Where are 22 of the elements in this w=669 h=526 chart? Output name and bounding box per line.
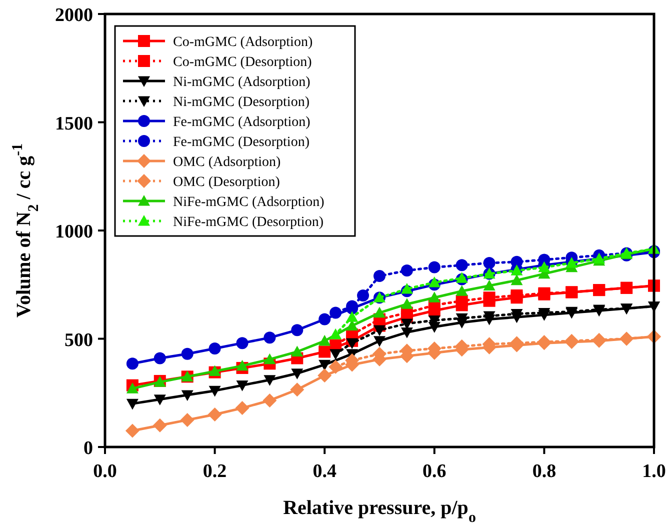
x-tick-label: 0.6 xyxy=(422,461,446,482)
y-tick-label: 1500 xyxy=(55,113,93,134)
x-tick-label: 0.2 xyxy=(202,461,227,482)
legend-label: Co-mGMC (Adsorption) xyxy=(173,35,313,50)
legend-label: Ni-mGMC (Desorption) xyxy=(173,95,310,110)
legend-label: Fe-mGMC (Adsorption) xyxy=(173,115,311,130)
legend-label: OMC (Adsorption) xyxy=(173,155,282,170)
legend-label: NiFe-mGMC (Adsorption) xyxy=(173,195,325,210)
legend-label: Co-mGMC (Desorption) xyxy=(173,55,312,70)
x-tick-label: 0.0 xyxy=(93,461,117,482)
x-tick-label: 0.8 xyxy=(532,461,556,482)
y-tick-label: 0 xyxy=(84,438,93,459)
legend-label: Ni-mGMC (Adsorption) xyxy=(173,75,311,90)
x-axis-title: Relative pressure, p/p$_{o}$ xyxy=(283,497,476,526)
y-tick-label: 1000 xyxy=(55,222,93,242)
y-tick-label: 500 xyxy=(64,330,93,351)
x-tick-label: 1.0 xyxy=(642,461,666,482)
legend-label: Fe-mGMC (Desorption) xyxy=(173,135,310,150)
x-tick-label: 0.4 xyxy=(312,461,337,482)
y-tick-label: 2000 xyxy=(55,5,93,26)
legend-label: NiFe-mGMC (Desorption) xyxy=(173,215,324,230)
legend-label: OMC (Desorption) xyxy=(173,175,280,190)
